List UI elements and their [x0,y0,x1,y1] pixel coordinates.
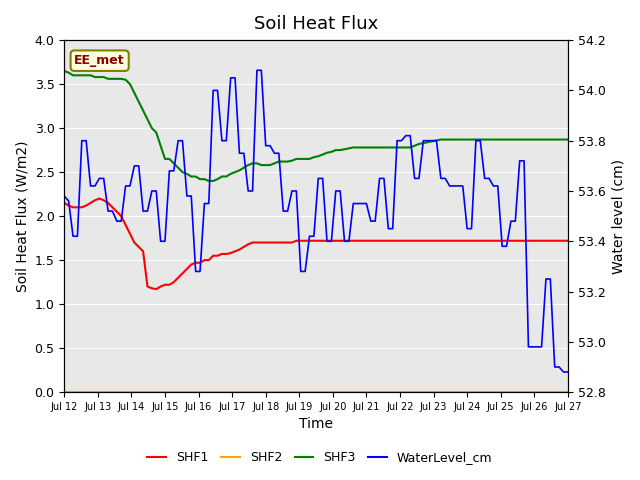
SHF3 [485,137,493,143]
SHF1 [564,238,572,244]
SHF3 [236,168,243,173]
SHF1 [406,238,414,244]
WaterLevel_cm [231,75,239,81]
WaterLevel_cm [253,67,260,73]
WaterLevel_cm [402,133,410,139]
WaterLevel_cm [485,176,493,181]
SHF1 [476,238,484,244]
SHF1 [95,196,103,202]
WaterLevel_cm [472,138,480,144]
SHF3 [371,144,379,150]
SHF3 [529,137,537,143]
Legend: SHF1, SHF2, SHF3, WaterLevel_cm: SHF1, SHF2, SHF3, WaterLevel_cm [142,446,498,469]
SHF1 [60,200,68,206]
WaterLevel_cm [371,218,379,224]
SHF1 [376,238,383,244]
WaterLevel_cm [564,369,572,375]
Y-axis label: Water level (cm): Water level (cm) [611,158,625,274]
Line: SHF1: SHF1 [64,199,568,289]
WaterLevel_cm [60,193,68,199]
WaterLevel_cm [559,369,567,375]
SHF3 [472,137,480,143]
SHF1 [490,238,497,244]
Title: Soil Heat Flux: Soil Heat Flux [254,15,378,33]
SHF3 [402,144,410,150]
SHF1 [240,244,248,250]
SHF1 [533,238,541,244]
SHF3 [205,178,212,184]
SHF1 [152,286,160,292]
Line: WaterLevel_cm: WaterLevel_cm [64,70,568,372]
Y-axis label: Soil Heat Flux (W/m2): Soil Heat Flux (W/m2) [15,140,29,292]
Text: EE_met: EE_met [74,54,125,67]
WaterLevel_cm [529,344,537,350]
SHF3 [564,137,572,143]
X-axis label: Time: Time [299,418,333,432]
Line: SHF3: SHF3 [64,71,568,181]
SHF3 [60,68,68,74]
